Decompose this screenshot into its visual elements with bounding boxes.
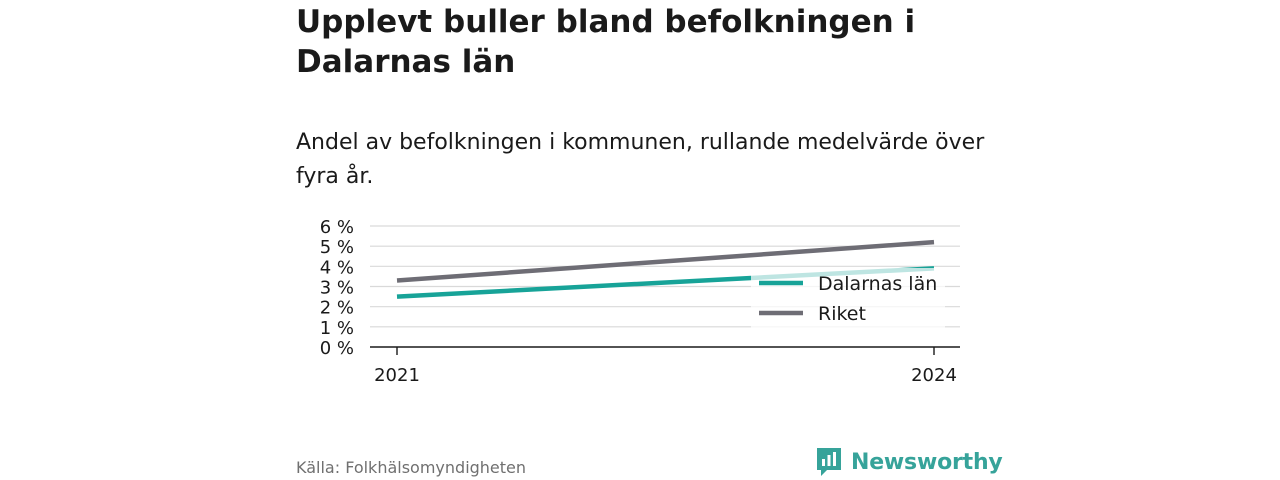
line-chart: 0 %1 %2 %3 %4 %5 %6 % 2021 2024 Dalarnas … [320,217,960,386]
y-tick-label: 2 % [320,298,354,319]
legend-label: Riket [818,303,866,325]
y-tick-label: 0 % [320,338,354,359]
series-line-riket [396,239,935,283]
chart-title: Upplevt buller bland befolkningen i Dala… [296,4,916,80]
legend-background [751,268,945,328]
chart-subtitle: Andel av befolkningen i kommunen, rullan… [296,130,985,189]
brand[interactable]: Newsworthy [815,446,1003,478]
x-tick-label: 2021 [374,365,420,386]
y-tick-label: 6 % [320,217,354,238]
x-tick-label: 2024 [911,365,957,386]
legend-label: Dalarnas län [818,273,937,295]
y-tick-label: 3 % [320,278,354,299]
y-tick-label: 1 % [320,318,354,339]
newsworthy-logo-icon [817,448,841,476]
source-note: Källa: Folkhälsomyndigheten [296,458,527,477]
brand-name: Newsworthy [851,449,1003,475]
y-tick-label: 4 % [320,257,354,278]
y-tick-label: 5 % [320,237,354,258]
chart-card: Upplevt buller bland befolkningen i Dala… [296,0,1003,480]
